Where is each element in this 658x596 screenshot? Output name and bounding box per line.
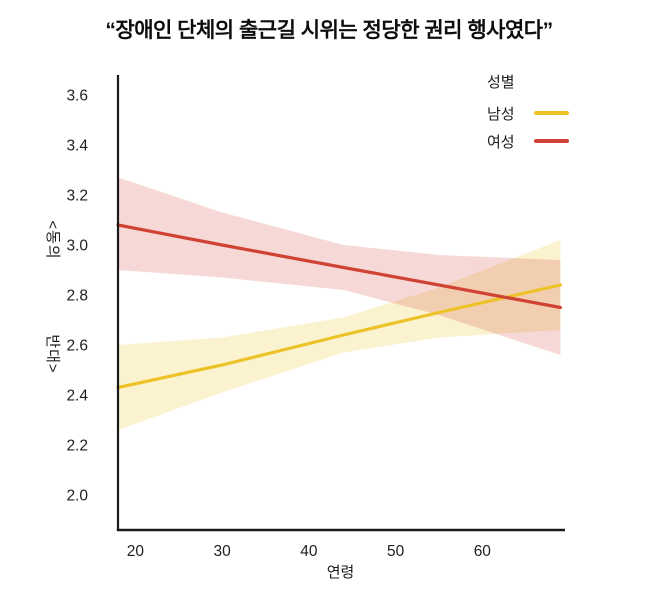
x-tick-label: 60 (474, 543, 492, 560)
y-axis-label-agree: <동의 (44, 220, 61, 260)
y-tick-label: 2.4 (66, 388, 88, 405)
y-tick-label: 2.6 (66, 338, 88, 355)
legend-item-male: 남성 (487, 99, 569, 127)
legend: 성별 남성 여성 (487, 71, 569, 155)
y-tick-label: 3.0 (66, 238, 88, 255)
legend-label-male: 남성 (487, 105, 515, 123)
x-tick-label: 40 (300, 543, 318, 560)
female-line-swatch-icon (534, 139, 569, 143)
y-tick-label: 2.0 (66, 488, 88, 505)
male-trend-line (116, 283, 563, 390)
x-axis-label: 연령 (326, 564, 355, 581)
x-tick-label: 50 (387, 543, 405, 560)
y-tick-label: 3.2 (66, 188, 88, 205)
female-trend-line (116, 223, 563, 310)
y-axis-label-oppose: 반대> (44, 334, 61, 374)
legend-title: 성별 (487, 74, 515, 91)
y-tick-label: 2.8 (66, 288, 88, 305)
x-tick-label: 30 (213, 543, 231, 560)
male-line-swatch-icon (534, 111, 569, 115)
legend-item-female: 여성 (487, 127, 569, 155)
y-tick-label: 3.4 (66, 138, 88, 155)
y-tick-label: 3.6 (66, 88, 88, 105)
y-tick-label: 2.2 (66, 438, 88, 455)
chart-title: “장애인 단체의 출근길 시위는 정당한 권리 행사였다” (105, 19, 553, 42)
x-tick-label: 20 (127, 543, 145, 560)
legend-label-female: 여성 (487, 133, 515, 151)
